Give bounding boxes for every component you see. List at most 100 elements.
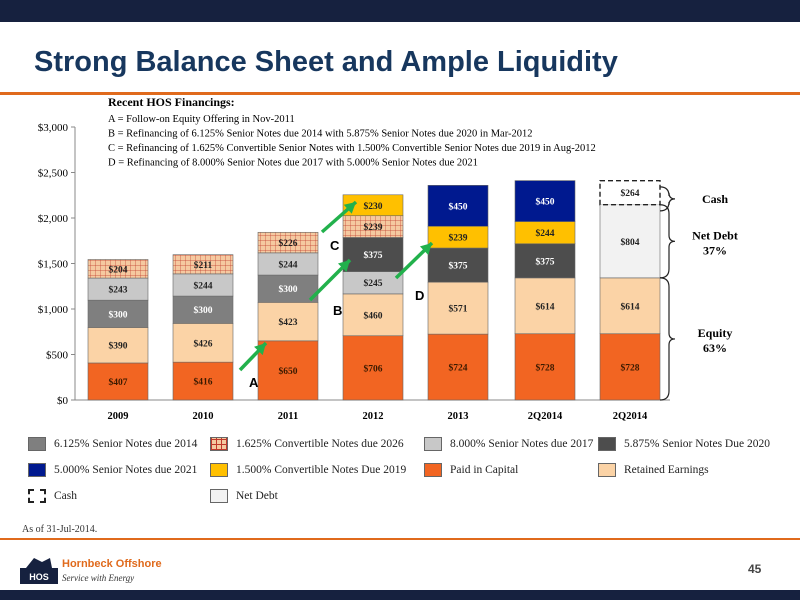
legend-label: 5.000% Senior Notes due 2021 bbox=[54, 464, 198, 476]
legend-item: 1.500% Convertible Notes Due 2019 bbox=[210, 462, 406, 478]
x-tick-label: 2011 bbox=[278, 411, 298, 422]
bar-segment bbox=[514, 180, 576, 222]
data-label: $571 bbox=[449, 304, 468, 315]
financing-letter-b: B bbox=[333, 303, 342, 318]
data-label: $243 bbox=[109, 285, 128, 296]
financings-line: A = Follow-on Equity Offering in Nov-201… bbox=[108, 114, 295, 125]
y-tick-label: $2,000 bbox=[38, 213, 69, 225]
financing-arrowhead bbox=[254, 343, 266, 356]
financing-arrowhead bbox=[419, 243, 432, 255]
top-band bbox=[0, 0, 800, 22]
data-label: $724 bbox=[449, 363, 468, 374]
legend-label: 8.000% Senior Notes due 2017 bbox=[450, 438, 594, 450]
financing-letter-a: A bbox=[249, 375, 259, 390]
data-label: $230 bbox=[364, 201, 383, 212]
legend-item: Net Debt bbox=[210, 488, 278, 504]
legend-item: Retained Earnings bbox=[598, 462, 709, 478]
bar-segment bbox=[257, 231, 319, 254]
bar-segment bbox=[257, 274, 319, 303]
x-axis: 2009 2010 2011 2012 2013 2Q2014 2Q2014 bbox=[75, 399, 670, 422]
bar-segment bbox=[257, 340, 319, 401]
financings-line: B = Refinancing of 6.125% Senior Notes d… bbox=[108, 129, 533, 140]
bracket-label: Equity bbox=[698, 326, 733, 340]
bars: $407 $390 $300 $243 $204 $416 $426 $300 $244 $211… bbox=[87, 179, 661, 401]
x-tick-label: 2010 bbox=[193, 411, 214, 422]
y-tick-label: $3,000 bbox=[38, 122, 69, 134]
legend-swatch bbox=[28, 437, 46, 451]
bracket bbox=[659, 277, 676, 401]
data-label: $390 bbox=[109, 341, 128, 352]
data-label: $244 bbox=[279, 259, 298, 270]
legend-swatch bbox=[598, 437, 616, 451]
x-tick-label: 2012 bbox=[363, 411, 384, 422]
bar-segment bbox=[599, 204, 661, 279]
bar-segment bbox=[342, 237, 404, 272]
data-label: $650 bbox=[279, 366, 298, 377]
data-label: $426 bbox=[194, 338, 213, 349]
page-title: Strong Balance Sheet and Ample Liquidity bbox=[34, 46, 618, 78]
data-label: $423 bbox=[279, 317, 298, 328]
data-label: $450 bbox=[536, 197, 555, 208]
legend-swatch bbox=[210, 463, 228, 477]
data-label: $300 bbox=[279, 284, 298, 295]
bar-segment bbox=[514, 333, 576, 401]
legend-label: Paid in Capital bbox=[450, 464, 519, 476]
legend-swatch bbox=[424, 463, 442, 477]
legend-item: 5.000% Senior Notes due 2021 bbox=[28, 462, 197, 478]
annotations: A B C D bbox=[238, 200, 434, 390]
bar-segment bbox=[514, 277, 576, 335]
data-label: $239 bbox=[449, 233, 468, 244]
data-label: $244 bbox=[536, 228, 555, 239]
financing-letter-d: D bbox=[415, 288, 424, 303]
bar-segment bbox=[257, 302, 319, 342]
legend-swatch bbox=[28, 489, 46, 503]
bottom-band bbox=[0, 590, 800, 600]
financings-line: C = Refinancing of 1.625% Convertible Se… bbox=[108, 143, 596, 154]
data-label: $416 bbox=[194, 377, 213, 388]
hos-logo: HOS bbox=[20, 558, 58, 584]
financings-title: Recent HOS Financings: bbox=[108, 95, 235, 109]
legend-label: Cash bbox=[54, 490, 77, 502]
legend-label: 1.625% Convertible Notes due 2026 bbox=[236, 438, 404, 450]
legend-item: 5.875% Senior Notes Due 2020 bbox=[598, 436, 770, 452]
data-label: $450 bbox=[449, 201, 468, 212]
y-axis: $0 $500 $1,000 $1,500 $2,000 $2,500 $3,000 bbox=[38, 122, 76, 407]
data-label: $728 bbox=[536, 362, 555, 373]
financing-arrowhead bbox=[337, 260, 350, 273]
data-label: $407 bbox=[109, 377, 128, 388]
data-label: $460 bbox=[364, 310, 383, 321]
legend-swatch bbox=[28, 463, 46, 477]
x-tick-label: 2009 bbox=[108, 411, 129, 422]
data-label: $239 bbox=[364, 222, 383, 233]
data-label: $614 bbox=[621, 301, 640, 312]
legend-swatch bbox=[424, 437, 442, 451]
legend-label: 1.500% Convertible Notes Due 2019 bbox=[236, 464, 407, 476]
data-label: $375 bbox=[449, 261, 468, 272]
legend-item: Paid in Capital bbox=[424, 462, 518, 478]
bar-segment bbox=[172, 361, 234, 401]
y-tick-label: $500 bbox=[46, 350, 69, 362]
as-of-note: As of 31-Jul-2014. bbox=[22, 524, 98, 535]
y-tick-label: $2,500 bbox=[38, 168, 69, 180]
y-tick-label: $1,000 bbox=[38, 304, 69, 316]
title-rule bbox=[0, 92, 800, 95]
legend-item: Cash bbox=[28, 488, 77, 504]
data-label: $204 bbox=[109, 264, 128, 275]
y-tick-label: $1,500 bbox=[38, 259, 69, 271]
bar-segment bbox=[427, 185, 489, 227]
y-tick-label: $0 bbox=[57, 395, 69, 407]
bar-segment bbox=[427, 247, 489, 283]
bar-segment bbox=[87, 362, 149, 401]
financing-letter-c: C bbox=[330, 238, 340, 253]
bar-segment bbox=[172, 254, 234, 275]
company-name: Hornbeck Offshore bbox=[62, 558, 162, 570]
bar-segment bbox=[87, 259, 149, 279]
bracket-label: Net Debt bbox=[692, 228, 738, 242]
financing-arrowhead bbox=[343, 202, 356, 214]
financings-line: D = Refinancing of 8.000% Senior Notes d… bbox=[108, 158, 478, 169]
bar-segment bbox=[599, 179, 661, 206]
bracket bbox=[659, 186, 676, 212]
legend-item: 8.000% Senior Notes due 2017 bbox=[424, 436, 593, 452]
legend-swatch bbox=[210, 489, 228, 503]
